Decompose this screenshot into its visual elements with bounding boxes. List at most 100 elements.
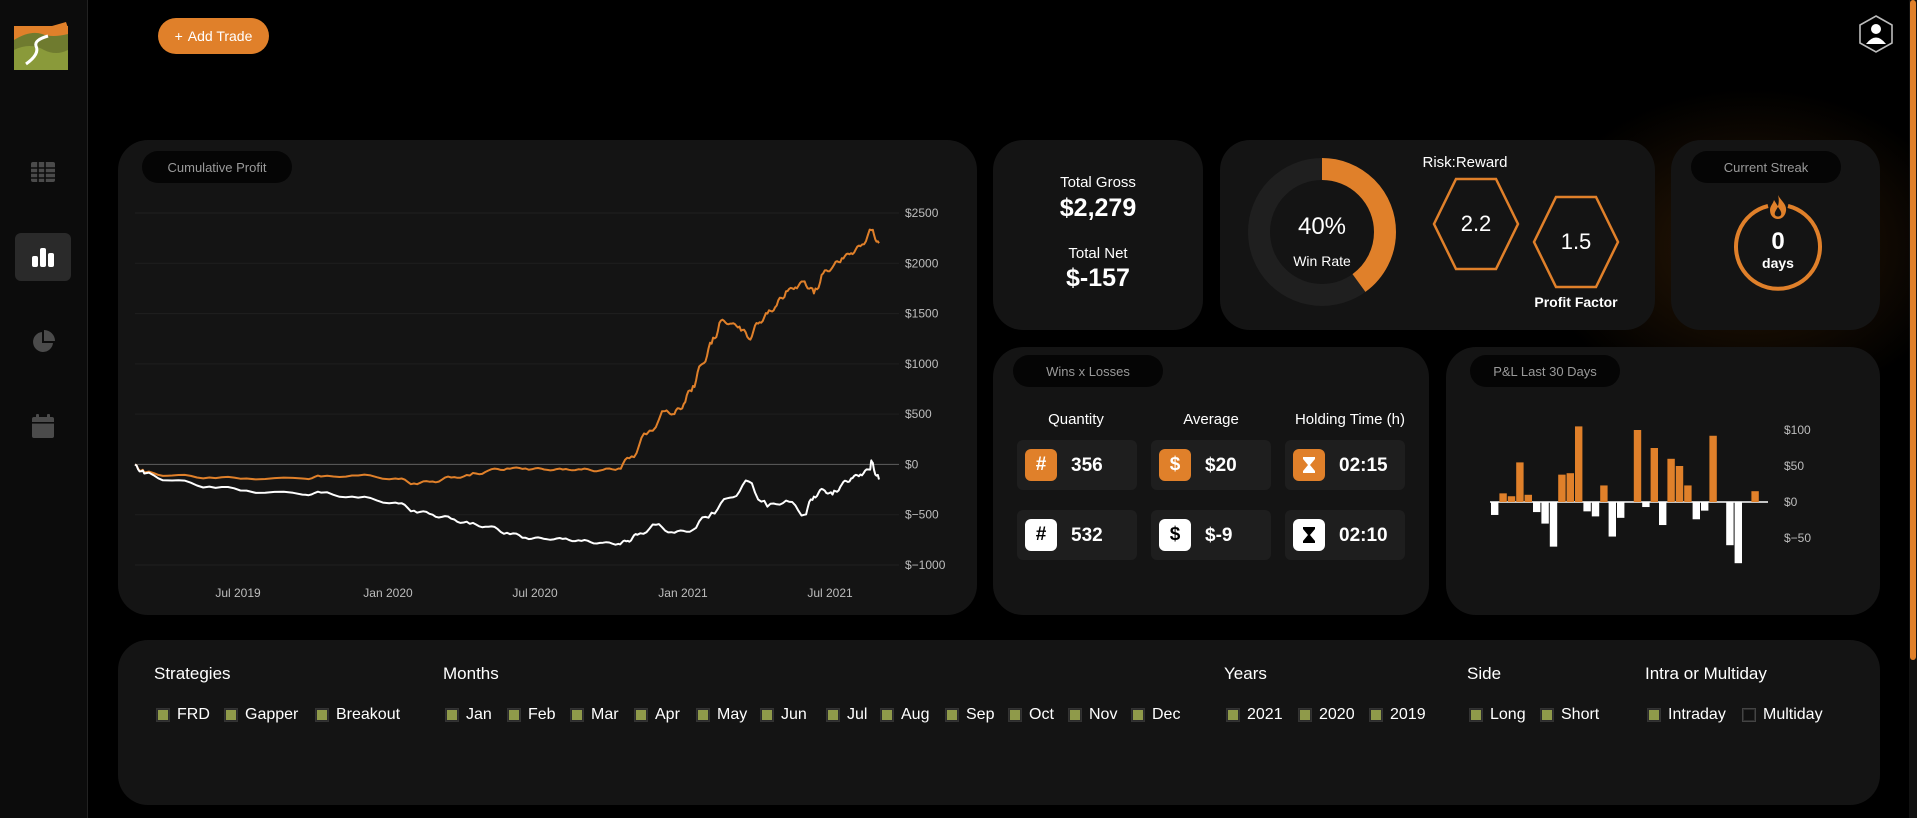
checkbox-months-sep[interactable]: Sep <box>945 706 994 724</box>
series-line-net <box>134 459 880 546</box>
risk-reward-title: Risk:Reward <box>1422 154 1508 171</box>
checkbox-checked-icon[interactable] <box>315 708 329 722</box>
checkbox-months-mar[interactable]: Mar <box>570 706 619 724</box>
pnl-30-days-chart: $100 $50 $0 $−50 <box>1490 423 1811 564</box>
checkbox-label: 2020 <box>1319 706 1355 723</box>
wins-average-tile: $ $20 <box>1151 440 1271 490</box>
checkbox-checked-icon[interactable] <box>760 708 774 722</box>
y-tick-label: $2500 <box>905 206 939 220</box>
scrollbar-thumb[interactable] <box>1910 0 1916 660</box>
checkbox-months-jan[interactable]: Jan <box>445 706 492 724</box>
y-tick-label: $50 <box>1784 459 1804 473</box>
nav-pie-chart[interactable] <box>15 318 71 366</box>
checkbox-checked-icon[interactable] <box>1540 708 1554 722</box>
checkbox-months-dec[interactable]: Dec <box>1131 706 1181 724</box>
checkbox-months-jun[interactable]: Jun <box>760 706 807 724</box>
pnl-bar <box>1533 502 1541 513</box>
checkbox-strategies-breakout[interactable]: Breakout <box>315 706 401 724</box>
checkbox-years-2020[interactable]: 2020 <box>1298 706 1355 724</box>
add-trade-button[interactable]: + Add Trade <box>158 18 269 54</box>
checkbox-unchecked-icon[interactable] <box>1742 708 1756 722</box>
wins-losses-card: Wins x Losses Quantity Average Holding T… <box>993 347 1429 615</box>
pnl-bar <box>1566 473 1574 502</box>
checkbox-intra-multiday[interactable]: Multiday <box>1742 706 1823 724</box>
current-streak-card: Current Streak 0 days <box>1671 140 1880 330</box>
nav-table[interactable] <box>15 148 71 196</box>
checkbox-checked-icon[interactable] <box>880 708 894 722</box>
checkbox-years-2019[interactable]: 2019 <box>1369 706 1426 724</box>
checkbox-checked-icon[interactable] <box>1469 708 1483 722</box>
checkbox-label: 2021 <box>1247 706 1283 723</box>
cumulative-profit-card: Cumulative Profit $2500 $2000 $1500 $1000 $5… <box>118 140 977 615</box>
checkbox-checked-icon[interactable] <box>1647 708 1661 722</box>
page-scrollbar[interactable] <box>1909 0 1917 818</box>
checkbox-checked-icon[interactable] <box>156 708 170 722</box>
checkbox-months-jul[interactable]: Jul <box>826 706 867 724</box>
checkbox-label: Multiday <box>1763 706 1823 723</box>
checkbox-side-long[interactable]: Long <box>1469 706 1526 724</box>
checkbox-label: 2019 <box>1390 706 1426 723</box>
streak-ring <box>1734 204 1822 291</box>
checkbox-label: Feb <box>528 706 556 723</box>
checkbox-checked-icon[interactable] <box>634 708 648 722</box>
checkbox-checked-icon[interactable] <box>1068 708 1082 722</box>
logo-icon[interactable] <box>12 20 72 72</box>
x-tick-label: Jul 2020 <box>512 586 558 600</box>
pnl-bar <box>1591 502 1600 517</box>
checkbox-side-short[interactable]: Short <box>1540 706 1599 724</box>
checkbox-months-apr[interactable]: Apr <box>634 706 680 724</box>
checkbox-intra-intraday[interactable]: Intraday <box>1647 706 1726 724</box>
wins-quantity: 356 <box>1071 455 1103 476</box>
nav-bar-chart[interactable] <box>15 233 71 281</box>
bar-chart-icon <box>32 248 54 267</box>
checkbox-checked-icon[interactable] <box>570 708 584 722</box>
nav-calendar[interactable] <box>15 402 71 450</box>
header-holding-time: Holding Time (h) <box>1294 411 1406 428</box>
total-net-label: Total Net <box>1068 245 1128 262</box>
checkbox-checked-icon[interactable] <box>696 708 710 722</box>
checkbox-months-aug[interactable]: Aug <box>880 706 929 724</box>
wins-holding-time: 02:15 <box>1339 455 1388 476</box>
checkbox-months-may[interactable]: May <box>696 706 747 724</box>
y-tick-label: $−50 <box>1784 531 1811 545</box>
y-tick-label: $0 <box>905 457 919 471</box>
y-tick-label: $−500 <box>905 508 939 522</box>
risk-reward-value: 2.2 <box>1460 211 1492 236</box>
checkbox-label: Nov <box>1089 706 1118 723</box>
losses-quantity-tile: # 532 <box>1017 510 1137 560</box>
checkbox-label: Jan <box>466 706 492 723</box>
checkbox-checked-icon[interactable] <box>1226 708 1240 722</box>
flame-icon <box>1770 195 1787 219</box>
checkbox-strategies-gapper[interactable]: Gapper <box>224 706 298 724</box>
current-streak-title: Current Streak <box>1691 151 1841 183</box>
pnl-bar <box>1608 502 1616 537</box>
checkbox-checked-icon[interactable] <box>224 708 238 722</box>
pie-chart-icon <box>33 330 55 352</box>
checkbox-checked-icon[interactable] <box>1298 708 1312 722</box>
pnl-bar <box>1684 485 1692 502</box>
checkbox-checked-icon[interactable] <box>507 708 521 722</box>
dollar-icon: $ <box>1159 449 1191 481</box>
winrate-label: Win Rate <box>1293 253 1351 269</box>
checkbox-label: Breakout <box>336 706 401 723</box>
pnl-bar <box>1650 448 1658 502</box>
checkbox-checked-icon[interactable] <box>945 708 959 722</box>
checkbox-months-oct[interactable]: Oct <box>1008 706 1054 724</box>
checkbox-checked-icon[interactable] <box>445 708 459 722</box>
y-tick-label: $100 <box>1784 423 1811 437</box>
y-tick-label: $500 <box>905 407 932 421</box>
pnl-bar <box>1617 502 1625 518</box>
pnl-bar <box>1751 491 1759 502</box>
checkbox-checked-icon[interactable] <box>1008 708 1022 722</box>
filters-card <box>118 640 1880 805</box>
checkbox-months-feb[interactable]: Feb <box>507 706 556 724</box>
user-avatar-icon[interactable] <box>1857 14 1895 54</box>
checkbox-months-nov[interactable]: Nov <box>1068 706 1118 724</box>
checkbox-strategies-frd[interactable]: FRD <box>156 706 210 724</box>
checkbox-checked-icon[interactable] <box>1131 708 1145 722</box>
checkbox-years-2021[interactable]: 2021 <box>1226 706 1283 724</box>
checkbox-checked-icon[interactable] <box>826 708 840 722</box>
pnl-bar <box>1726 502 1734 546</box>
checkbox-label: Dec <box>1152 706 1181 723</box>
checkbox-checked-icon[interactable] <box>1369 708 1383 722</box>
